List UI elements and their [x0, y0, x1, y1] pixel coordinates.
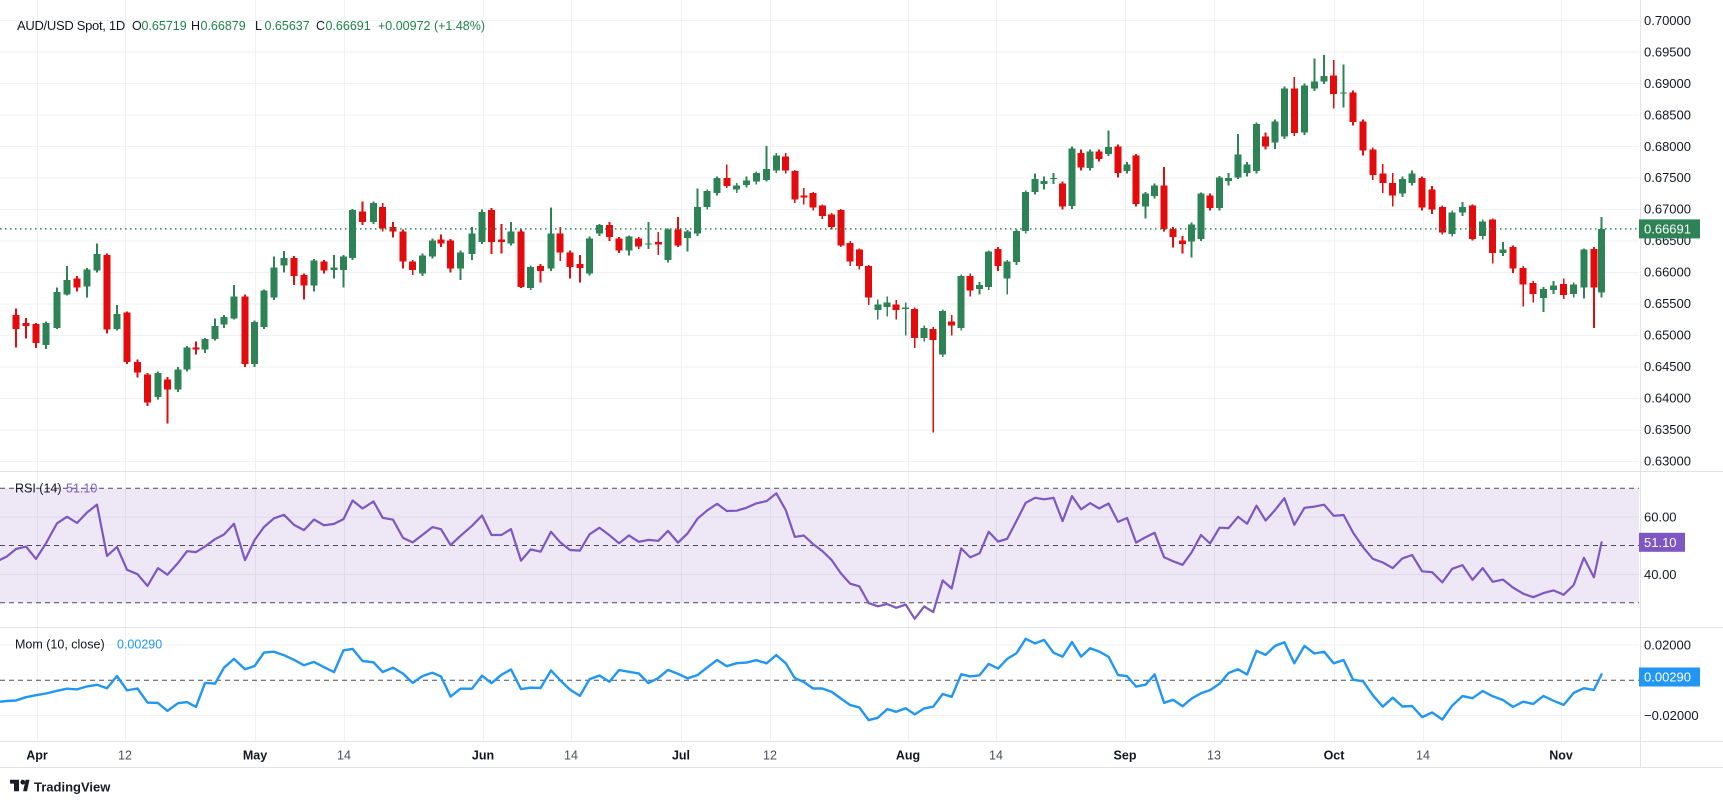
- svg-text:Sep: Sep: [1114, 749, 1137, 763]
- svg-text:Jul: Jul: [672, 749, 690, 763]
- svg-text:13: 13: [1207, 749, 1221, 763]
- svg-text:0.00290: 0.00290: [117, 638, 162, 652]
- svg-text:12: 12: [763, 749, 777, 763]
- svg-text:L: L: [255, 19, 262, 33]
- svg-text:C: C: [316, 19, 325, 33]
- svg-text:Apr: Apr: [26, 749, 48, 763]
- svg-text:0.63000: 0.63000: [1644, 454, 1691, 469]
- svg-text:12: 12: [118, 749, 132, 763]
- svg-text:0.66691: 0.66691: [1644, 221, 1691, 236]
- svg-text:14: 14: [564, 749, 578, 763]
- svg-text:0.63500: 0.63500: [1644, 422, 1691, 437]
- svg-text:51.10: 51.10: [1644, 535, 1677, 550]
- svg-text:0.65637: 0.65637: [265, 19, 310, 33]
- svg-text:0.65500: 0.65500: [1644, 296, 1691, 311]
- svg-text:O: O: [132, 19, 142, 33]
- svg-text:0.65719: 0.65719: [142, 19, 187, 33]
- svg-text:40.00: 40.00: [1644, 567, 1677, 582]
- svg-text:14: 14: [337, 749, 351, 763]
- svg-text:0.67000: 0.67000: [1644, 202, 1691, 217]
- svg-text:TradingView: TradingView: [34, 780, 111, 795]
- svg-text:May: May: [243, 749, 267, 763]
- svg-text:Nov: Nov: [1549, 749, 1573, 763]
- svg-text:0.64000: 0.64000: [1644, 391, 1691, 406]
- svg-text:0.69500: 0.69500: [1644, 44, 1691, 59]
- svg-text:Oct: Oct: [1324, 749, 1346, 763]
- svg-text:+0.00972 (+1.48%): +0.00972 (+1.48%): [378, 19, 485, 33]
- svg-text:0.66879: 0.66879: [201, 19, 246, 33]
- svg-text:0.68500: 0.68500: [1644, 107, 1691, 122]
- svg-text:AUD/USD Spot, 1D: AUD/USD Spot, 1D: [17, 18, 125, 33]
- svg-text:H: H: [191, 19, 200, 33]
- svg-text:Mom (10, close): Mom (10, close): [15, 638, 105, 652]
- svg-text:Jun: Jun: [472, 749, 494, 763]
- svg-text:Aug: Aug: [896, 749, 920, 763]
- svg-text:0.67500: 0.67500: [1644, 170, 1691, 185]
- svg-text:0.66000: 0.66000: [1644, 265, 1691, 280]
- svg-text:RSI (14): RSI (14): [15, 482, 62, 496]
- svg-text:0.00290: 0.00290: [1644, 670, 1691, 685]
- svg-text:0.69000: 0.69000: [1644, 76, 1691, 91]
- svg-text:−0.02000: −0.02000: [1644, 708, 1699, 723]
- svg-text:51.10: 51.10: [66, 482, 97, 496]
- svg-text:0.02000: 0.02000: [1644, 637, 1691, 652]
- svg-text:0.68000: 0.68000: [1644, 139, 1691, 154]
- svg-text:14: 14: [989, 749, 1003, 763]
- svg-text:0.66691: 0.66691: [326, 19, 371, 33]
- svg-text:0.70000: 0.70000: [1644, 13, 1691, 28]
- svg-text:14: 14: [1416, 749, 1430, 763]
- svg-text:0.64500: 0.64500: [1644, 359, 1691, 374]
- svg-text:0.65000: 0.65000: [1644, 328, 1691, 343]
- svg-text:60.00: 60.00: [1644, 510, 1677, 525]
